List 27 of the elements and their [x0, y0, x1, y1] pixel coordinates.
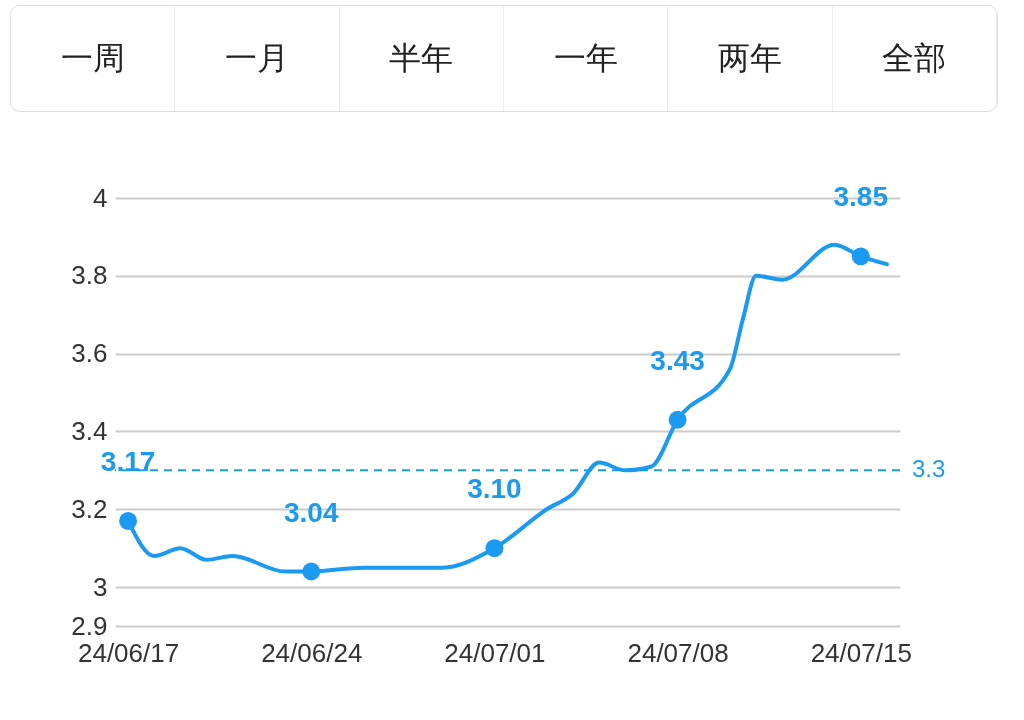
point [851, 247, 870, 266]
point [668, 410, 687, 429]
text: 一周 [11, 6, 176, 111]
y-tick-label: 4 [93, 182, 108, 213]
point [485, 539, 504, 558]
x-tick-label: 24/07/08 [627, 637, 729, 668]
text: 半年 [339, 6, 504, 111]
x-tick-label: 24/06/24 [261, 637, 363, 668]
y-tick-label: 3.2 [71, 493, 108, 524]
text: 一年 [503, 6, 669, 111]
data-label: 3.04 [284, 496, 339, 528]
data-label: 3.17 [100, 445, 156, 477]
text: 两年 [668, 6, 833, 111]
data-label: 3.85 [833, 181, 888, 213]
point [119, 512, 138, 530]
y-tick-label: 3.8 [71, 260, 108, 291]
y-tick-label: 3.6 [71, 338, 108, 369]
text: 一月 [175, 6, 340, 111]
data-label: 3.43 [650, 344, 705, 376]
point [302, 562, 321, 581]
y-tick-label: 3.4 [71, 415, 108, 446]
ref-line-label: 3.3 [912, 455, 946, 483]
text: 全部 [832, 6, 997, 111]
data-label: 3.10 [467, 473, 522, 505]
y-tick-label: 3 [93, 571, 108, 602]
x-tick-label: 24/07/01 [444, 637, 546, 668]
x-tick-label: 24/07/15 [810, 637, 912, 668]
